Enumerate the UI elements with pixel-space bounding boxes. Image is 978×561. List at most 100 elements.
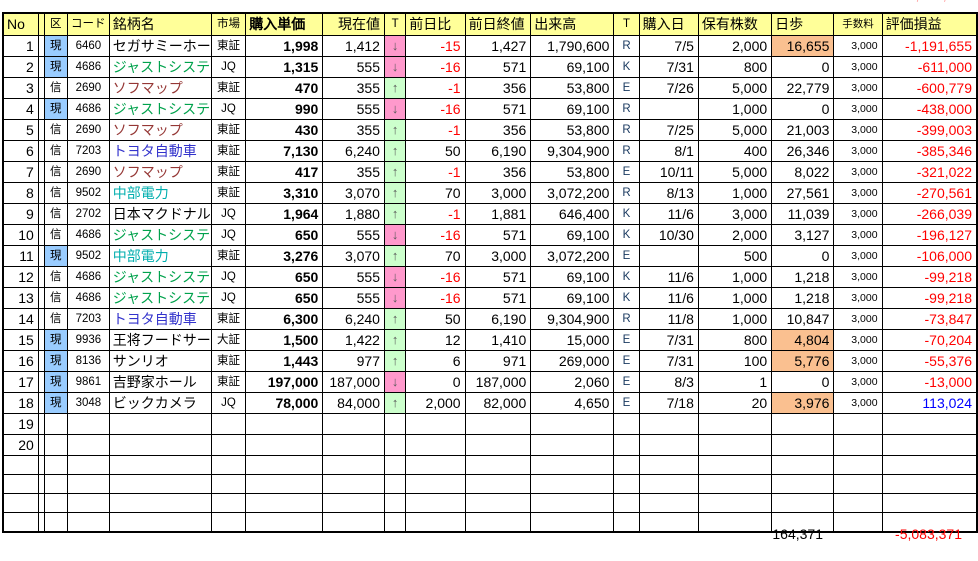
buy-price-cell[interactable]: 417 — [245, 161, 324, 183]
day-change-cell[interactable]: -16 — [405, 287, 466, 309]
day-change-cell[interactable]: -16 — [405, 224, 466, 246]
col-header-current-price[interactable]: 現在値 — [322, 12, 385, 36]
current-price-cell[interactable]: 6,240 — [322, 308, 385, 330]
volume-cell[interactable]: 69,100 — [530, 56, 615, 78]
trend-arrow-cell[interactable]: ↑ — [383, 350, 407, 372]
buy-date-cell[interactable]: 11/6 — [638, 203, 699, 225]
row-number-cell[interactable]: 11 — [2, 245, 39, 267]
market-cell[interactable] — [210, 413, 247, 435]
hibu-cell[interactable]: 11,039 — [771, 203, 835, 225]
shares-cell[interactable]: 20 — [697, 392, 773, 414]
trade-type-cell[interactable]: K — [613, 266, 640, 288]
volume-cell[interactable]: 69,100 — [530, 266, 615, 288]
prev-close-cell[interactable]: 1,881 — [464, 203, 532, 225]
total-pl-value[interactable]: -5,083,371 — [895, 526, 962, 542]
volume-cell[interactable] — [530, 434, 615, 456]
account-type-cell[interactable] — [43, 474, 68, 494]
day-change-cell[interactable] — [405, 512, 466, 533]
stock-name-cell[interactable]: ソフマップ — [108, 119, 212, 141]
col-header-account-type[interactable]: 区 — [43, 12, 68, 36]
volume-cell[interactable] — [530, 493, 615, 513]
stock-code-cell[interactable]: 7203 — [66, 308, 110, 330]
fee-cell[interactable] — [833, 512, 883, 533]
buy-price-cell[interactable]: 430 — [245, 119, 324, 141]
shares-cell[interactable]: 1,000 — [697, 182, 773, 204]
stock-code-cell[interactable]: 3048 — [66, 392, 110, 414]
buy-date-cell[interactable] — [638, 512, 699, 533]
current-price-cell[interactable]: 1,412 — [322, 35, 385, 57]
day-change-cell[interactable]: -1 — [405, 203, 466, 225]
stock-name-cell[interactable] — [108, 493, 212, 513]
stock-code-cell[interactable]: 4686 — [66, 56, 110, 78]
stock-name-cell[interactable]: ジャストシステ — [108, 224, 212, 246]
hibu-cell[interactable] — [771, 512, 835, 533]
account-type-cell[interactable]: 現 — [43, 98, 68, 120]
account-type-cell[interactable]: 信 — [43, 119, 68, 141]
buy-date-cell[interactable]: 7/31 — [638, 350, 699, 372]
col-header-buy-date[interactable]: 購入日 — [638, 12, 699, 36]
current-price-cell[interactable]: 355 — [322, 77, 385, 99]
account-type-cell[interactable]: 信 — [43, 77, 68, 99]
current-price-cell[interactable]: 3,070 — [322, 245, 385, 267]
prev-close-cell[interactable]: 6,190 — [464, 308, 532, 330]
trade-type-cell[interactable]: E — [613, 350, 640, 372]
volume-cell[interactable] — [530, 455, 615, 475]
current-price-cell[interactable]: 1,880 — [322, 203, 385, 225]
row-number-cell[interactable]: 6 — [2, 140, 39, 162]
trend-arrow-cell[interactable]: ↓ — [383, 98, 407, 120]
pl-cell[interactable]: -196,127 — [881, 224, 978, 246]
trend-arrow-cell[interactable]: ↑ — [383, 245, 407, 267]
fee-cell[interactable]: 3,000 — [833, 161, 883, 183]
row-number-cell[interactable]: 2 — [2, 56, 39, 78]
current-price-cell[interactable] — [322, 474, 385, 494]
pl-cell[interactable] — [881, 455, 978, 475]
stock-code-cell[interactable]: 6460 — [66, 35, 110, 57]
account-type-cell[interactable]: 信 — [43, 203, 68, 225]
shares-cell[interactable]: 100 — [697, 350, 773, 372]
fee-cell[interactable]: 3,000 — [833, 329, 883, 351]
buy-price-cell[interactable]: 1,998 — [245, 35, 324, 57]
account-type-cell[interactable]: 現 — [43, 56, 68, 78]
buy-price-cell[interactable]: 990 — [245, 98, 324, 120]
stock-name-cell[interactable]: ソフマップ — [108, 161, 212, 183]
stock-code-cell[interactable]: 2690 — [66, 161, 110, 183]
col-header-no[interactable]: No — [2, 12, 39, 36]
market-cell[interactable]: JQ — [210, 98, 247, 120]
shares-cell[interactable]: 800 — [697, 329, 773, 351]
current-price-cell[interactable]: 355 — [322, 119, 385, 141]
col-header-trade-type[interactable]: T — [613, 12, 640, 36]
buy-price-cell[interactable]: 3,310 — [245, 182, 324, 204]
stock-code-cell[interactable]: 9936 — [66, 329, 110, 351]
account-type-cell[interactable] — [43, 434, 68, 456]
volume-cell[interactable]: 269,000 — [530, 350, 615, 372]
current-price-cell[interactable]: 6,240 — [322, 140, 385, 162]
trend-arrow-cell[interactable]: ↑ — [383, 77, 407, 99]
stock-name-cell[interactable] — [108, 413, 212, 435]
trade-type-cell[interactable]: E — [613, 371, 640, 393]
stock-name-cell[interactable] — [108, 434, 212, 456]
fee-cell[interactable]: 3,000 — [833, 56, 883, 78]
shares-cell[interactable] — [697, 434, 773, 456]
trend-arrow-cell[interactable]: ↓ — [383, 266, 407, 288]
volume-cell[interactable] — [530, 413, 615, 435]
prev-close-cell[interactable]: 571 — [464, 266, 532, 288]
col-header-volume[interactable]: 出来高 — [530, 12, 615, 36]
stock-code-cell[interactable]: 7203 — [66, 140, 110, 162]
shares-cell[interactable] — [697, 413, 773, 435]
row-number-cell[interactable]: 3 — [2, 77, 39, 99]
current-price-cell[interactable]: 1,422 — [322, 329, 385, 351]
stock-name-cell[interactable]: トヨタ自動車 — [108, 308, 212, 330]
volume-cell[interactable]: 15,000 — [530, 329, 615, 351]
buy-price-cell[interactable] — [245, 413, 324, 435]
day-change-cell[interactable]: 50 — [405, 140, 466, 162]
shares-cell[interactable]: 1 — [697, 371, 773, 393]
market-cell[interactable]: 東証 — [210, 119, 247, 141]
market-cell[interactable]: 東証 — [210, 371, 247, 393]
trend-arrow-cell[interactable] — [383, 493, 407, 513]
stock-code-cell[interactable]: 9502 — [66, 182, 110, 204]
prev-close-cell[interactable]: 356 — [464, 161, 532, 183]
account-type-cell[interactable]: 信 — [43, 287, 68, 309]
stock-name-cell[interactable]: サンリオ — [108, 350, 212, 372]
col-header-trend[interactable]: T — [383, 12, 407, 36]
stock-code-cell[interactable] — [66, 434, 110, 456]
